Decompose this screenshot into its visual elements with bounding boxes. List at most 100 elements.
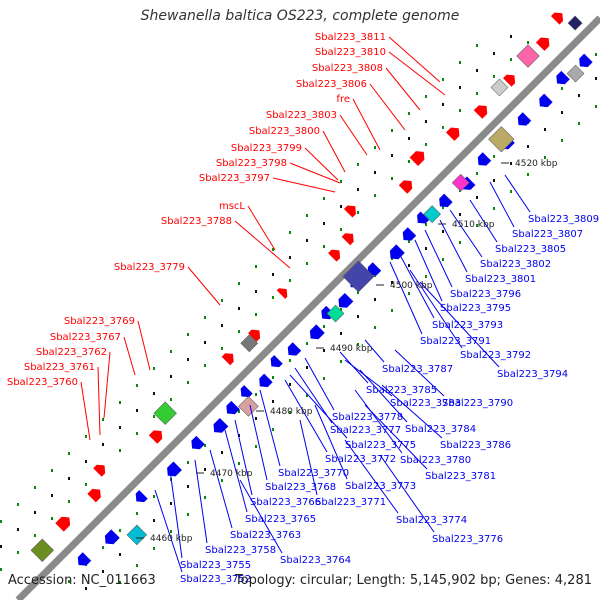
track-dot (272, 400, 274, 403)
reverse-gene-15 (367, 262, 382, 276)
genome-title: Shewanella baltica OS223, complete genom… (140, 8, 460, 24)
track-dot (221, 451, 223, 454)
track-dot (459, 109, 461, 112)
tick-label: 4480 kbp (270, 407, 313, 417)
tick-label: 4510 kbp (452, 220, 495, 230)
reverse-gene-17-shape (402, 227, 417, 241)
reverse-gene-0 (77, 552, 92, 566)
misc-feature-7-shape (423, 205, 441, 223)
track-dot (272, 376, 274, 379)
track-dot (527, 145, 529, 148)
track-dot (408, 137, 410, 140)
track-dot (272, 273, 274, 276)
misc-feature-3-shape (238, 396, 259, 417)
forward-gene-3 (148, 430, 163, 444)
track-dot (425, 275, 427, 278)
reverse-gene-label: Sbal223_3778 (332, 412, 403, 423)
forward-gene-label: Sbal223_3811 (315, 32, 386, 43)
track-dot (306, 366, 308, 369)
track-dot (493, 155, 495, 158)
forward-gene-9-shape (343, 205, 356, 218)
track-dot (153, 547, 155, 550)
reverse-gene-label: Sbal223_3765 (245, 514, 316, 525)
track-dot (272, 248, 274, 251)
track-dot (119, 401, 121, 404)
misc-feature-11 (516, 44, 540, 68)
track-dot (340, 332, 342, 335)
reverse-leader-line (424, 229, 453, 288)
track-dot (510, 35, 512, 38)
reverse-gene-label: Sbal223_3791 (420, 336, 491, 347)
reverse-gene-label: Sbal223_3790 (442, 398, 513, 409)
reverse-gene-label: Sbal223_3801 (465, 274, 536, 285)
reverse-gene-21-shape (477, 152, 492, 166)
track-dot (306, 214, 308, 217)
track-dot (187, 461, 189, 464)
track-dot (68, 500, 70, 503)
reverse-leader-line (379, 454, 435, 533)
reverse-gene-8-shape (259, 373, 273, 388)
track-dot (136, 409, 138, 412)
reverse-leader-line (344, 359, 393, 397)
reverse-gene-label: Sbal223_3781 (425, 471, 496, 482)
reverse-gene-19 (439, 193, 453, 208)
reverse-gene-8 (259, 373, 273, 388)
forward-gene-4-shape (221, 353, 234, 366)
reverse-leader-line (209, 449, 233, 529)
track-dot (255, 417, 257, 420)
misc-feature-0-shape (30, 538, 54, 562)
track-dot (425, 120, 427, 123)
track-dot (51, 494, 53, 497)
reverse-gene-label: Sbal223_3786 (440, 440, 511, 451)
track-dot (374, 194, 376, 197)
forward-leader-line (247, 205, 276, 251)
track-dot (306, 239, 308, 242)
track-dot (34, 534, 36, 537)
reverse-gene-3 (167, 461, 182, 477)
track-dot (493, 52, 495, 55)
reverse-gene-label: Sbal223_3755 (180, 560, 251, 571)
reverse-gene-24 (539, 93, 553, 108)
reverse-leader-line (259, 389, 281, 467)
reverse-gene-15-shape (367, 262, 382, 276)
reverse-gene-label: Sbal223_3763 (230, 530, 301, 541)
track-dot (357, 211, 359, 214)
reverse-gene-4 (191, 435, 205, 450)
forward-gene-12 (445, 127, 460, 141)
reverse-gene-label: Sbal223_3796 (450, 289, 521, 300)
track-dot (340, 228, 342, 231)
forward-gene-label: mscL (219, 201, 245, 212)
reverse-gene-13-shape (338, 292, 354, 308)
track-dot (527, 41, 529, 44)
reverse-gene-2 (135, 490, 148, 503)
track-dot (153, 392, 155, 395)
reverse-gene-19-shape (439, 193, 453, 208)
forward-gene-4 (221, 353, 234, 366)
forward-gene-16 (551, 12, 564, 25)
reverse-gene-25-shape (556, 70, 570, 85)
kbp-ticks: 4460 kbp 4470 kbp 4480 kbp 4490 kbp 4500 kbp… (136, 159, 558, 544)
reverse-gene-26 (579, 53, 593, 68)
track-dot (595, 53, 597, 56)
reverse-gene-21 (477, 152, 492, 166)
forward-gene-label: Sbal223_3788 (161, 216, 232, 227)
track-dot (493, 75, 495, 78)
misc-feature-9 (488, 126, 515, 153)
misc-feature-6 (342, 260, 375, 293)
track-dot (255, 290, 257, 293)
track-dot (340, 180, 342, 183)
track-dot (323, 349, 325, 352)
reverse-leader-line (344, 439, 399, 514)
track-dot (425, 95, 427, 98)
reverse-gene-label: Sbal223_3784 (405, 424, 476, 435)
track-dot (68, 477, 70, 480)
misc-feature-0 (30, 538, 54, 562)
reverse-gene-label: Sbal223_3776 (432, 534, 503, 545)
misc-feature-10 (490, 78, 509, 97)
track-dot (510, 162, 512, 165)
track-dot (391, 154, 393, 157)
track-dot (527, 173, 529, 176)
reverse-gene-25 (556, 70, 570, 85)
forward-gene-14 (503, 74, 516, 87)
track-dot (289, 411, 291, 414)
